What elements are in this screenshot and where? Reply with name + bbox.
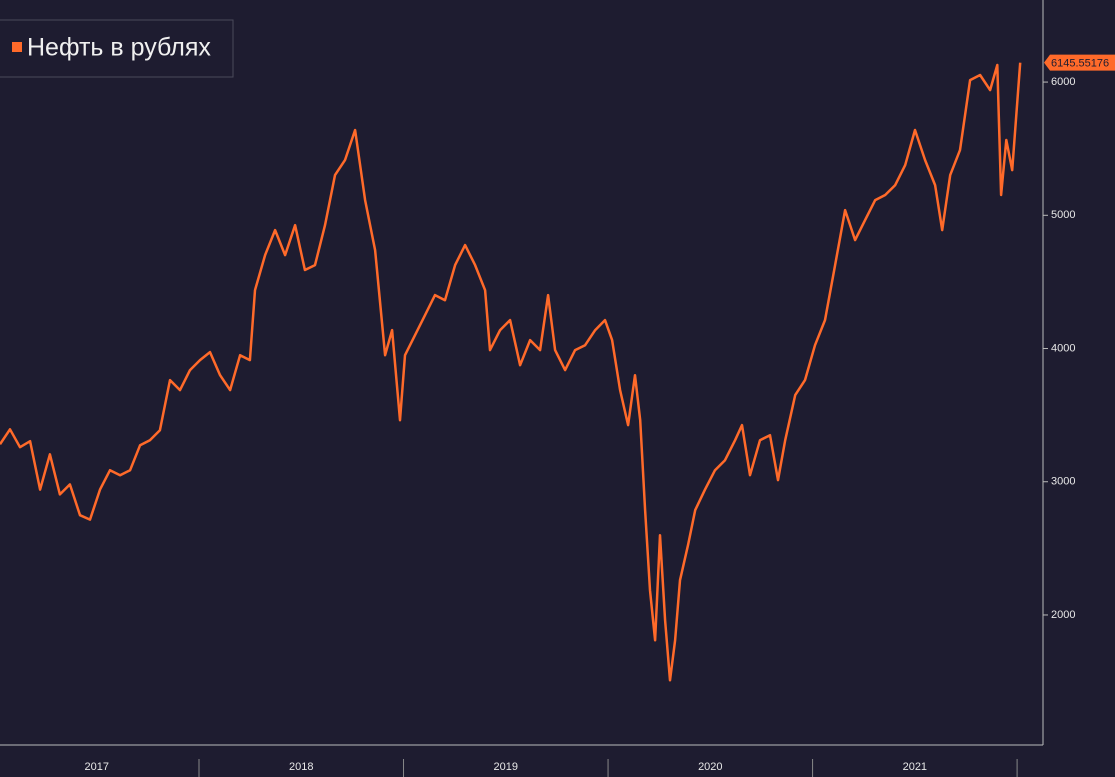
y-tick-label: 4000 <box>1051 342 1075 354</box>
legend-swatch <box>12 42 22 52</box>
price-line <box>0 62 1022 682</box>
legend: Нефть в рублях <box>0 19 234 78</box>
y-tick-label: 6000 <box>1051 76 1075 88</box>
x-tick-label: 2017 <box>84 761 108 773</box>
y-tick-label: 3000 <box>1051 476 1075 488</box>
legend-box <box>0 19 234 78</box>
x-tick-label: 2021 <box>903 761 927 773</box>
x-tick-label: 2018 <box>289 761 313 773</box>
last-value-tag <box>1044 54 1115 71</box>
legend-label: Нефть в рублях <box>27 34 211 62</box>
x-tick-label: 2019 <box>494 761 518 773</box>
y-tick-label: 2000 <box>1051 609 1075 621</box>
last-value-label: 6145.55176 <box>1051 58 1109 70</box>
x-tick-label: 2020 <box>698 761 722 773</box>
y-tick-label: 5000 <box>1051 209 1075 221</box>
